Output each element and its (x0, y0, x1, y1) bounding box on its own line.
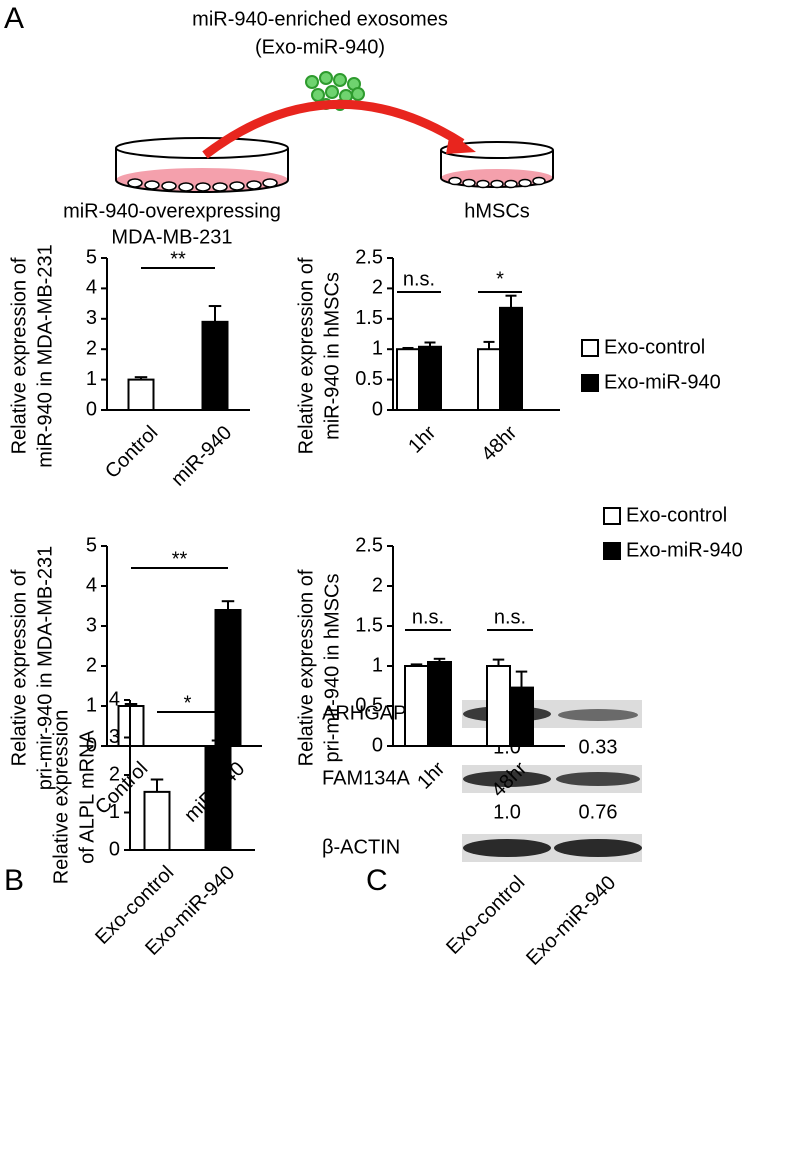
y-tick-label: 1.5 (355, 307, 383, 329)
bar (509, 686, 534, 747)
source-label: MDA-MB-231 (111, 226, 232, 248)
legend-label: Exo-miR-940 (604, 371, 721, 393)
y-axis-label: Relative expression of (295, 257, 317, 454)
y-tick-label: 2 (109, 763, 120, 785)
blot-label: FAM134A (322, 767, 410, 789)
y-axis-label: miR-940 in MDA-MB-231 (34, 244, 56, 467)
legend-label: Exo-miR-940 (626, 539, 743, 561)
bar (127, 378, 155, 412)
dish (115, 137, 289, 193)
y-axis-label: Relative expression of (8, 257, 30, 454)
panel-label: A (4, 2, 24, 35)
x-tick-label: miR-940 (167, 422, 236, 491)
dish (440, 141, 554, 189)
y-tick-label: 1 (86, 694, 97, 716)
legend-swatch (581, 374, 599, 392)
y-tick-label: 0 (86, 398, 97, 420)
y-tick-label: 4 (86, 574, 97, 596)
significance-label: n.s. (403, 268, 435, 290)
y-tick-label: 2 (372, 574, 383, 596)
y-tick-label: 0 (372, 398, 383, 420)
significance-label: n.s. (412, 606, 444, 628)
arrow-head (446, 132, 476, 154)
blot-quant: 0.76 (579, 801, 618, 823)
blot-quant: 0.33 (579, 736, 618, 758)
legend-swatch (603, 542, 621, 560)
y-tick-label: 0 (109, 838, 120, 860)
target-label: hMSCs (464, 200, 530, 222)
blot (462, 700, 642, 862)
panel-label: B (4, 864, 24, 897)
significance-label: * (184, 692, 192, 714)
bar (486, 665, 511, 747)
y-tick-label: 2.5 (355, 534, 383, 556)
y-tick-label: 2.5 (355, 246, 383, 268)
legend-swatch (581, 339, 599, 357)
y-tick-label: 1.5 (355, 614, 383, 636)
bar (201, 320, 229, 411)
y-axis-label: miR-940 in hMSCs (321, 272, 343, 440)
significance-label: n.s. (494, 606, 526, 628)
significance-label: ** (170, 248, 186, 270)
blot-quant: 1.0 (493, 801, 521, 823)
y-axis-label: Relative expression of (295, 569, 317, 766)
legend-label: Exo-control (604, 336, 705, 358)
bar (143, 790, 171, 851)
significance-label: * (496, 268, 504, 290)
y-tick-label: 2 (86, 337, 97, 359)
y-tick-label: 2 (86, 654, 97, 676)
x-tick-label: 1hr (404, 421, 440, 457)
x-tick-label: Control (101, 422, 162, 483)
y-tick-label: 1 (86, 368, 97, 390)
x-tick-label: 48hr (477, 421, 521, 465)
diagram-title: (Exo-miR-940) (255, 36, 385, 58)
bar (418, 345, 442, 412)
y-tick-label: 1 (372, 654, 383, 676)
legend-swatch (603, 507, 621, 525)
y-axis-label: pri-mir-940 in hMSCs (321, 574, 343, 763)
panel-label: C (366, 864, 388, 897)
bar (477, 348, 501, 412)
bar (204, 747, 232, 851)
x-tick-label: Control (91, 758, 152, 819)
bar (499, 306, 523, 411)
blot-column-label: Exo-miR-940 (522, 872, 620, 970)
y-axis-label: of ALPL mRNA (76, 729, 98, 863)
bar (427, 661, 452, 747)
y-tick-label: 5 (86, 246, 97, 268)
y-axis-label: pri-mir-940 in MDA-MB-231 (34, 546, 56, 791)
y-tick-label: 3 (86, 614, 97, 636)
y-tick-label: 0 (86, 734, 97, 756)
y-tick-label: 5 (86, 534, 97, 556)
y-axis-label: Relative expression (50, 710, 72, 885)
significance-label: ** (172, 548, 188, 570)
y-axis-label: Relative expression of (8, 569, 30, 766)
y-tick-label: 2 (372, 277, 383, 299)
source-label: miR-940-overexpressing (63, 200, 281, 222)
x-tick-label: 1hr (413, 757, 449, 793)
blot-label: β-ACTIN (322, 836, 400, 858)
y-tick-label: 3 (86, 307, 97, 329)
bar (396, 348, 420, 412)
y-tick-label: 1 (109, 801, 120, 823)
y-tick-label: 0 (372, 734, 383, 756)
legend-label: Exo-control (626, 504, 727, 526)
y-tick-label: 4 (109, 688, 120, 710)
diagram-title: miR-940-enriched exosomes (192, 8, 448, 30)
x-tick-label: 48hr (487, 757, 531, 801)
bar (214, 609, 242, 747)
y-tick-label: 4 (86, 277, 97, 299)
transfer-arrow (202, 99, 465, 159)
bar (404, 665, 429, 747)
y-tick-label: 0.5 (355, 368, 383, 390)
blot-column-label: Exo-control (442, 872, 529, 959)
y-tick-label: 0.5 (355, 694, 383, 716)
y-tick-label: 3 (109, 726, 120, 748)
y-tick-label: 1 (372, 337, 383, 359)
